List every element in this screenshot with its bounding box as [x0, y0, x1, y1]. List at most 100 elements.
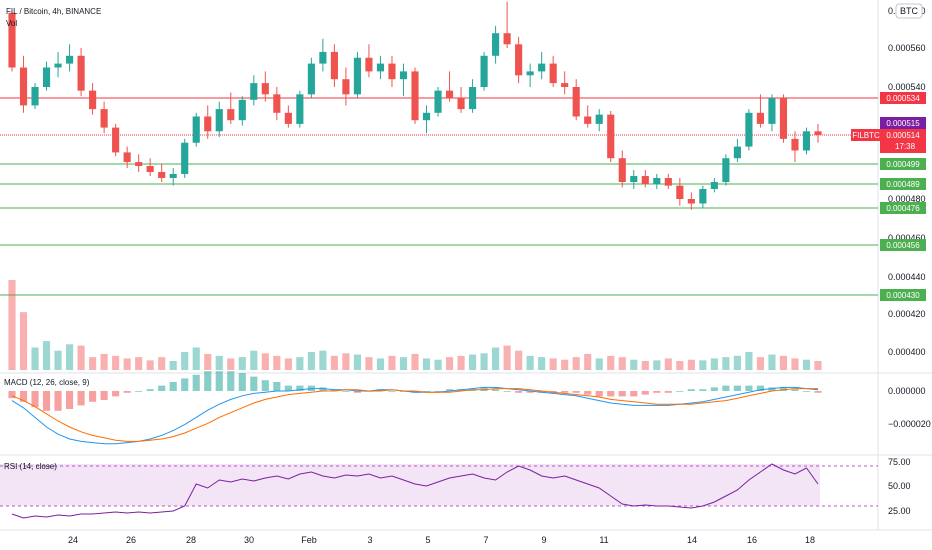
macd-histogram-bar: [733, 385, 741, 391]
last-price-label: [880, 129, 926, 153]
volume-bar: [791, 358, 799, 370]
rsi-band: [0, 464, 820, 506]
volume-bar: [469, 354, 477, 370]
macd-histogram-bar: [572, 391, 580, 393]
volume-bar: [146, 360, 154, 370]
candle-body: [630, 176, 638, 182]
candle-body: [814, 131, 822, 135]
macd-histogram-bar: [192, 374, 200, 391]
volume-bar: [561, 359, 569, 370]
volume-bar: [8, 280, 16, 370]
candle-body: [135, 162, 143, 166]
volume-bar: [411, 353, 419, 370]
candle-body: [664, 178, 672, 186]
volume-bar: [215, 355, 223, 370]
macd-histogram-bar: [722, 385, 730, 391]
rsi-legend: RSI (14, close): [4, 462, 57, 471]
candle-body: [296, 94, 304, 124]
volume-bar: [584, 353, 592, 370]
time-tick-label: 7: [483, 535, 488, 545]
macd-histogram-bar: [284, 385, 292, 391]
macd-histogram-bar: [353, 391, 361, 393]
support-text-1: 0.000499: [886, 160, 920, 169]
candle-body: [376, 63, 385, 72]
macd-histogram-bar: [630, 391, 638, 397]
price-tick-label: 0.000460: [888, 233, 926, 243]
support-label-2: [880, 178, 926, 190]
volume-bar: [756, 357, 764, 370]
price-tick-label: 0.000400: [888, 347, 926, 357]
macd-histogram-bar: [710, 387, 718, 391]
candle-body: [802, 131, 811, 151]
volume-bar: [422, 358, 431, 370]
price-tick-label: 0.000560: [888, 43, 926, 53]
volume-bar: [158, 357, 166, 370]
time-tick-label: 9: [541, 535, 546, 545]
macd-histogram-bar: [756, 385, 764, 391]
candle-body: [8, 12, 16, 68]
candle-body: [227, 109, 235, 121]
volume-bar: [112, 355, 120, 370]
candle-body: [330, 51, 338, 80]
macd-histogram-bar: [388, 391, 396, 392]
macd-histogram-bar: [261, 380, 269, 391]
candle-body: [699, 189, 707, 204]
macd-histogram-bar: [342, 391, 350, 392]
macd-histogram-bar: [19, 391, 28, 402]
support-text-3: 0.000476: [886, 204, 920, 213]
time-tick-label: 16: [747, 535, 757, 545]
volume-bar: [342, 353, 350, 370]
macd-histogram-bar: [319, 387, 327, 391]
candle-body: [123, 152, 131, 163]
candle-body: [445, 90, 454, 98]
volume-bar: [538, 357, 546, 370]
candle-body: [492, 33, 500, 56]
resistance-price-label: [880, 92, 926, 104]
macd-signal-line: [11, 388, 818, 442]
candle-body: [618, 158, 626, 182]
volume-bar: [376, 358, 385, 370]
time-tick-label: 5: [425, 535, 430, 545]
macd-histogram-bar: [641, 391, 649, 395]
macd-histogram-bar: [77, 391, 85, 406]
volume-bar: [526, 355, 534, 370]
candle-body: [365, 57, 373, 72]
currency-badge[interactable]: [895, 3, 923, 19]
volume-bar: [618, 357, 626, 370]
volume-bar: [480, 353, 488, 370]
macd-histogram-bar: [204, 371, 212, 391]
macd-histogram-bar: [42, 391, 51, 411]
chart-title: FIL / Bitcoin, 4h, BINANCE: [6, 7, 101, 16]
countdown-text: 17:38: [895, 142, 916, 151]
macd-histogram-bar: [779, 387, 788, 391]
purple-price-text: 0.000515: [886, 119, 920, 128]
candle-body: [422, 112, 431, 121]
macd-histogram-bar: [699, 389, 707, 391]
volume-bar: [733, 355, 741, 370]
volume-bar: [365, 357, 373, 370]
time-axis[interactable]: 24 26 28 30 Feb 3 5 7 9 11 14 16 18: [68, 535, 815, 545]
volume-bar: [710, 358, 718, 370]
candle-body: [687, 199, 695, 204]
candle-body: [676, 185, 684, 199]
macd-legend: MACD (12, 26, close, 9): [4, 378, 90, 387]
macd-histogram-bar: [618, 391, 626, 397]
price-tick-label: 0.000440: [888, 272, 926, 282]
macd-histogram-bar: [653, 391, 661, 393]
macd-histogram-bar: [169, 382, 177, 391]
volume-bar: [135, 357, 143, 370]
volume-bar: [330, 355, 338, 370]
macd-histogram-bar: [8, 391, 16, 399]
volume-bar: [204, 353, 212, 370]
macd-histogram-bar: [89, 391, 97, 402]
macd-histogram-bar: [584, 391, 592, 395]
time-tick-label: 14: [687, 535, 697, 545]
volume-bar: [607, 355, 615, 370]
volume-bars: [8, 280, 822, 370]
macd-tick-label: 0.000000: [888, 386, 926, 396]
candle-body: [733, 146, 741, 159]
volume-bar: [699, 360, 707, 370]
macd-histogram-bar: [123, 391, 131, 393]
candles: [8, 1, 822, 210]
